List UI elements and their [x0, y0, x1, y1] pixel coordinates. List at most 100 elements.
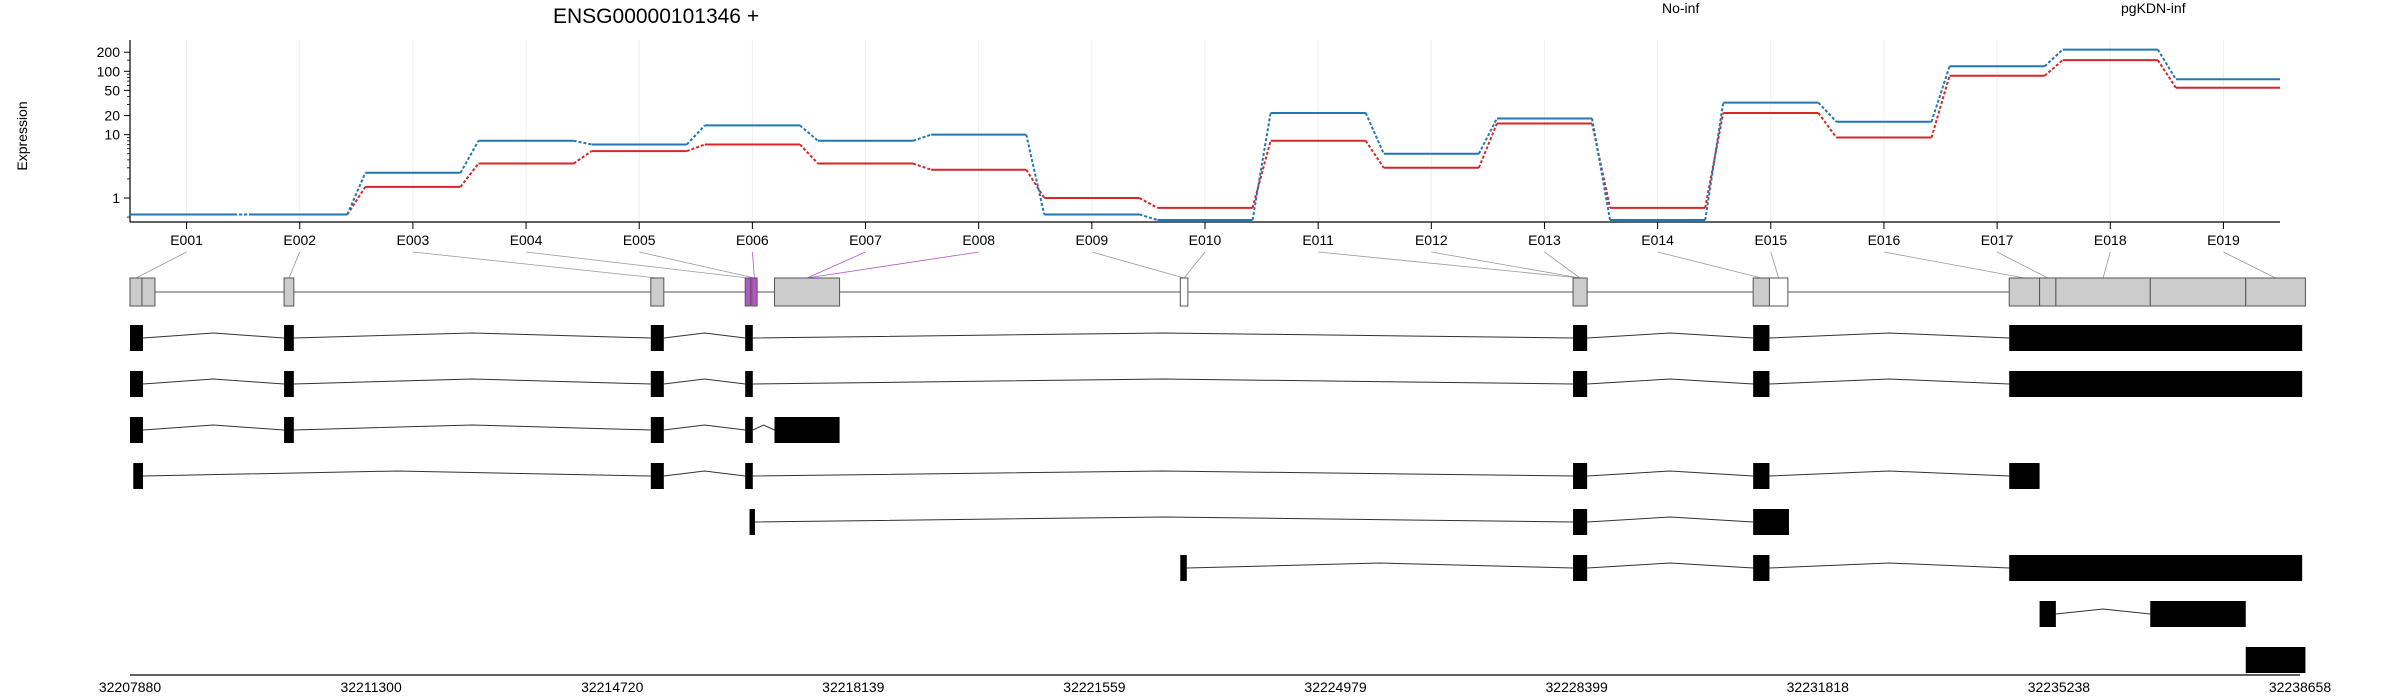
transcript-exon	[1753, 555, 1770, 581]
series-0-connector	[686, 143, 706, 153]
transcripts	[130, 325, 2306, 673]
gene-exon	[1752, 277, 1770, 307]
x-tick-label: E016	[1868, 232, 1901, 248]
exon-connector	[1318, 251, 1581, 279]
transcript-exon	[1573, 371, 1588, 397]
transcript-intron	[754, 516, 1574, 523]
coord-tick-label: 32221559	[1063, 679, 1126, 695]
transcript-intron	[1769, 470, 2010, 477]
gene-exon	[650, 277, 665, 307]
transcript-intron	[1587, 470, 1754, 477]
transcript-exon	[2009, 325, 2303, 351]
transcript-exon	[2009, 463, 2040, 489]
series-0-connector	[912, 162, 932, 171]
transcript-exon	[130, 417, 144, 443]
exon-connectors	[135, 251, 2276, 279]
gene-exon	[129, 277, 143, 307]
transcript-exon	[650, 463, 664, 489]
coord-tick-label: 32207880	[99, 679, 162, 695]
transcript-exon	[130, 325, 144, 351]
transcript-exon	[284, 371, 294, 397]
gene-exon	[1179, 277, 1189, 307]
transcript-5	[749, 509, 1789, 535]
transcript-intron	[142, 332, 285, 339]
coord-tick-label: 32211300	[340, 679, 401, 695]
transcript-intron	[1769, 378, 2010, 385]
series-1-connector	[1364, 112, 1385, 155]
coord-tick-label: 32218139	[822, 679, 885, 695]
transcript-exon	[1753, 371, 1770, 397]
exon-connector	[412, 251, 658, 279]
series-1-connector	[1930, 65, 1951, 123]
x-tick-label: E012	[1415, 232, 1448, 248]
x-tick-label: E011	[1302, 232, 1334, 248]
transcript-intron	[142, 424, 285, 431]
series-1-connector	[2044, 48, 2064, 68]
x-tick-label: E001	[170, 232, 203, 248]
x-tick-label: E009	[1075, 232, 1108, 248]
transcript-exon	[650, 371, 664, 397]
transcript-intron	[2055, 608, 2151, 615]
y-axis-label: Expression	[14, 101, 30, 170]
transcript-exon	[1753, 463, 1770, 489]
transcript-exon	[1573, 325, 1588, 351]
transcript-exon	[745, 417, 753, 443]
gene-exon	[283, 277, 295, 307]
plot-series	[130, 48, 2280, 221]
series-1-connector	[1251, 112, 1272, 221]
transcript-exon	[133, 463, 144, 489]
exon-connector	[1544, 251, 1581, 279]
transcript-intron	[1769, 332, 2010, 339]
series-1-connector	[2156, 49, 2177, 80]
series-0-connector	[1251, 140, 1272, 209]
y-axis: 1 10 20 50 100 200	[97, 40, 131, 222]
exon-connector	[2102, 251, 2111, 279]
gene-exon	[2055, 277, 2151, 307]
x-tick-label: E008	[962, 232, 995, 248]
transcript-exon	[1753, 509, 1789, 535]
exon-connector	[288, 251, 301, 279]
x-tick-label: E004	[510, 232, 543, 248]
x-tick-label: E005	[623, 232, 656, 248]
transcript-exon	[2039, 601, 2056, 627]
transcript-6	[1180, 555, 2303, 581]
x-tick-label: E015	[1754, 232, 1787, 248]
transcript-intron	[293, 332, 651, 339]
x-tick-label: E003	[397, 232, 430, 248]
exon-connector	[2223, 251, 2276, 279]
y-tick-label: 20	[104, 108, 120, 124]
transcript-intron	[752, 378, 1574, 385]
coord-tick-label: 32235238	[2028, 679, 2091, 695]
transcript-7	[2039, 601, 2246, 627]
x-tick-label: E017	[1981, 232, 2014, 248]
transcript-intron	[143, 470, 651, 477]
y-tick-label: 100	[97, 63, 121, 79]
x-axis: E001 E002 E003 E004 E005 E006 E007 E008 E009 E010…	[130, 221, 2280, 248]
transcript-exon	[745, 463, 753, 489]
transcript-3	[130, 417, 840, 443]
exon-connector	[1996, 251, 2048, 279]
exon-connector	[1091, 251, 1185, 279]
series-0-connector	[1930, 75, 1951, 138]
series-1-connector	[799, 124, 819, 142]
series-1-connector	[686, 124, 706, 146]
gene-exon	[2149, 277, 2247, 307]
grid-lines	[186, 40, 2224, 220]
x-tick-label: E014	[1641, 232, 1674, 248]
coord-tick-label: 32228399	[1546, 679, 1609, 695]
series-0-connector	[573, 150, 593, 165]
gene-exon	[2008, 277, 2041, 307]
transcript-intron	[1587, 332, 1754, 339]
series-1-connector	[1817, 101, 1838, 123]
coord-tick-label: 32231818	[1787, 679, 1850, 695]
exon-connector	[1183, 251, 1206, 279]
transcript-exon	[745, 325, 753, 351]
series-0-connector	[2044, 59, 2064, 77]
series-0-connector	[1025, 169, 1046, 199]
series-1	[130, 48, 2280, 221]
transcript-intron	[752, 424, 775, 431]
exon-connector	[806, 251, 866, 279]
series-1-connector	[573, 139, 592, 146]
exon-connector	[1770, 251, 1780, 279]
